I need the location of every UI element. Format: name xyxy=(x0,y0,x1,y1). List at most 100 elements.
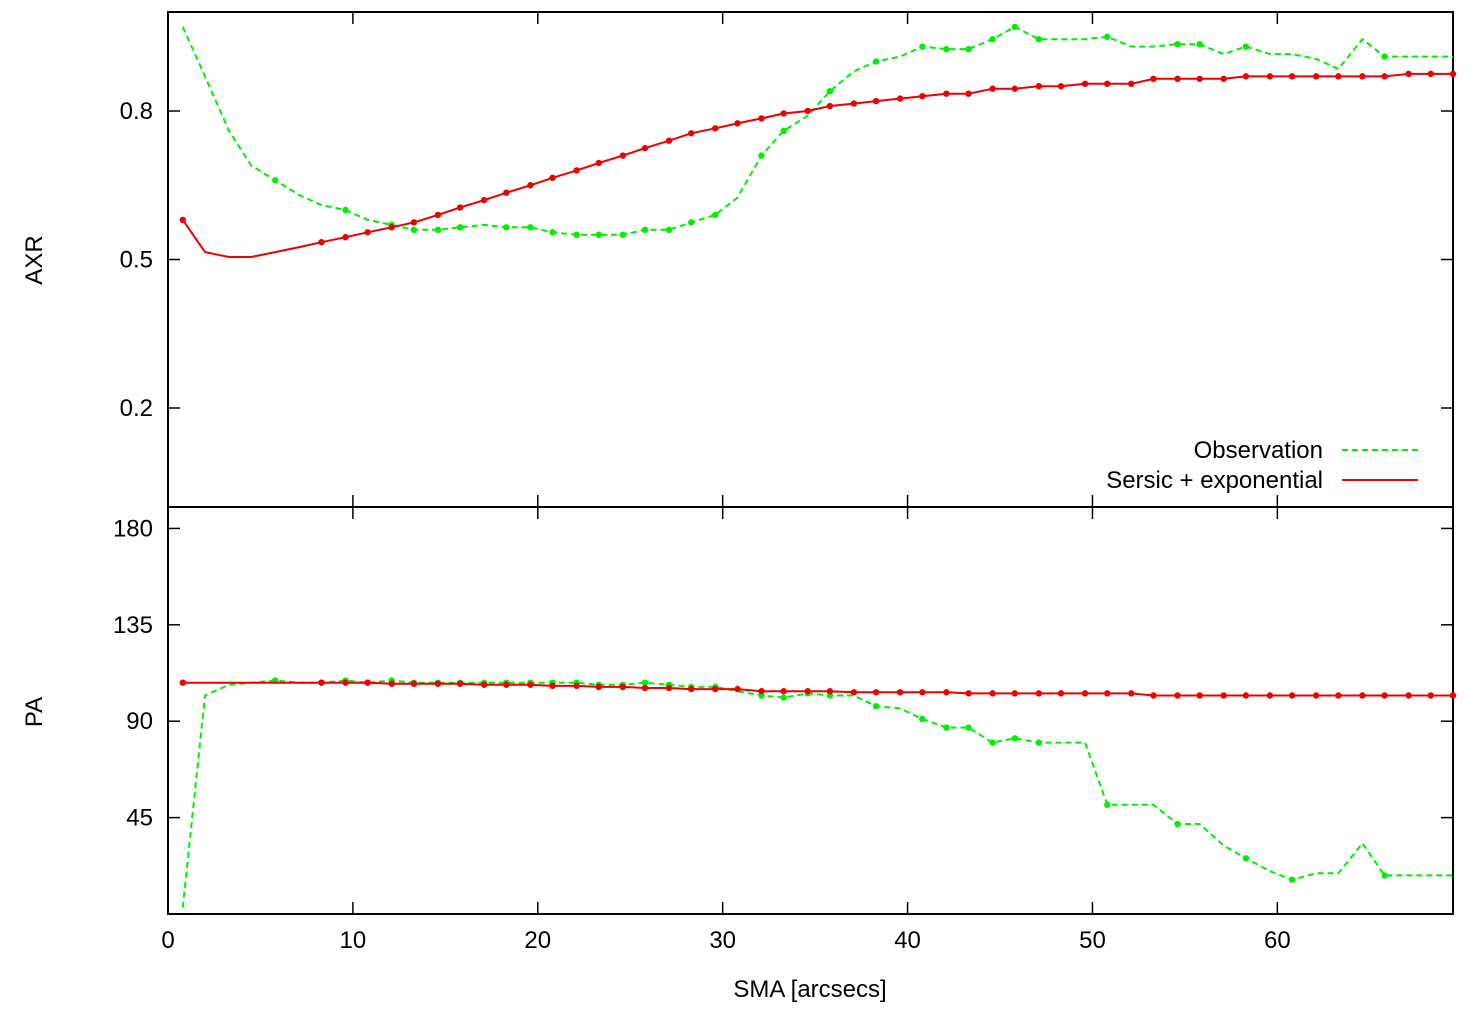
axr-point-observation xyxy=(527,224,534,231)
pa-point-sersic-exponential xyxy=(573,682,580,690)
pa-panel: 45 90 135 180 0 10 20 30 40 50 60 xyxy=(113,506,1457,954)
pa-point-observation xyxy=(1288,876,1296,883)
axr-point-sersic-exponential xyxy=(826,102,834,110)
axr-point-observation xyxy=(872,58,880,65)
pa-point-observation xyxy=(1104,801,1111,808)
pa-point-sersic-exponential xyxy=(1288,692,1296,699)
axr-point-observation xyxy=(780,127,787,134)
axr-point-sersic-exponential xyxy=(965,90,972,97)
axr-point-observation xyxy=(943,45,950,53)
pa-point-sersic-exponential xyxy=(480,681,488,688)
pa-point-sersic-exponential xyxy=(456,680,464,687)
axr-point-observation xyxy=(410,226,418,233)
pa-point-sersic-exponential xyxy=(434,680,442,687)
axr-point-sersic-exponential xyxy=(919,92,926,100)
axr-point-sersic-exponential xyxy=(943,90,950,97)
axr-point-sersic-exponential xyxy=(456,204,464,211)
pa-point-observation xyxy=(943,724,950,731)
axr-point-sersic-exponential xyxy=(1381,73,1388,80)
axr-point-sersic-exponential xyxy=(527,182,534,189)
pa-point-sersic-exponential xyxy=(919,689,926,696)
axr-point-sersic-exponential xyxy=(758,115,765,122)
pa-xtick-label: 60 xyxy=(1264,927,1291,954)
axr-point-observation xyxy=(342,206,349,214)
pa-point-sersic-exponential xyxy=(734,685,741,693)
axr-point-sersic-exponential xyxy=(480,196,488,204)
axr-point-observation xyxy=(456,224,464,231)
axr-point-sersic-exponential xyxy=(503,189,510,196)
axr-point-observation xyxy=(688,219,695,226)
axr-point-observation xyxy=(595,231,602,238)
pa-point-sersic-exponential xyxy=(1196,692,1203,699)
axr-point-sersic-exponential xyxy=(1220,75,1227,83)
pa-ytick-label: 90 xyxy=(126,708,153,735)
pa-point-sersic-exponential xyxy=(1150,692,1157,699)
pa-point-sersic-exponential xyxy=(179,679,186,686)
axr-series-observation xyxy=(181,25,1453,236)
pa-point-observation xyxy=(1174,820,1181,828)
pa-point-sersic-exponential xyxy=(989,690,996,697)
axr-ytick-label: 0.8 xyxy=(120,98,153,125)
axr-point-sersic-exponential xyxy=(1011,85,1019,92)
pa-point-sersic-exponential xyxy=(850,689,858,696)
pa-point-sersic-exponential xyxy=(503,681,510,688)
axr-point-sersic-exponential xyxy=(1174,75,1181,83)
pa-point-sersic-exponential xyxy=(595,683,602,691)
pa-point-sersic-exponential xyxy=(1242,692,1250,699)
axr-point-observation xyxy=(1196,40,1203,48)
axr-point-sersic-exponential xyxy=(688,130,695,137)
pa-point-sersic-exponential xyxy=(527,681,534,688)
axr-point-observation xyxy=(573,231,580,238)
pa-xtick-label: 30 xyxy=(709,927,736,954)
pa-xtick-label: 0 xyxy=(161,927,174,954)
axr-point-observation xyxy=(503,224,510,231)
pa-point-sersic-exponential xyxy=(1335,692,1342,699)
axr-ytick-label: 0.2 xyxy=(120,395,153,422)
axr-point-sersic-exponential xyxy=(872,97,880,105)
pa-point-observation xyxy=(1242,855,1250,862)
axr-point-sersic-exponential xyxy=(1242,73,1250,80)
axr-point-observation xyxy=(712,211,719,219)
pa-point-sersic-exponential xyxy=(1081,690,1089,697)
pa-point-sersic-exponential xyxy=(1266,692,1274,699)
pa-point-sersic-exponential xyxy=(342,679,349,686)
axr-point-observation xyxy=(1011,23,1019,31)
axr-point-sersic-exponential xyxy=(1405,70,1412,78)
axr-point-observation xyxy=(1104,33,1111,40)
pa-point-sersic-exponential xyxy=(1427,692,1435,699)
pa-point-sersic-exponential xyxy=(826,688,834,695)
axr-point-sersic-exponential xyxy=(1128,80,1135,87)
pa-point-sersic-exponential xyxy=(1220,692,1227,699)
axr-point-sersic-exponential xyxy=(549,174,556,182)
axr-point-sersic-exponential xyxy=(1266,73,1274,80)
pa-point-observation xyxy=(1381,872,1388,879)
pa-point-sersic-exponential xyxy=(1449,692,1457,699)
pa-ytick-label: 135 xyxy=(113,612,153,639)
pa-point-sersic-exponential xyxy=(388,680,395,687)
axr-point-sersic-exponential xyxy=(388,224,395,231)
axr-point-sersic-exponential xyxy=(1427,70,1435,78)
pa-point-observation xyxy=(965,724,972,731)
legend-label-observation: Observation xyxy=(1194,437,1323,464)
pa-point-sersic-exponential xyxy=(1405,692,1412,699)
axr-point-sersic-exponential xyxy=(434,211,442,219)
pa-point-sersic-exponential xyxy=(318,679,325,686)
axr-panel: 0.2 0.5 0.8 xyxy=(120,11,1457,508)
pa-xtick-label: 40 xyxy=(894,927,921,954)
axr-point-observation xyxy=(826,88,834,95)
axr-point-sersic-exponential xyxy=(850,100,858,107)
pa-point-sersic-exponential xyxy=(1312,692,1320,699)
axr-point-sersic-exponential xyxy=(1288,73,1296,80)
pa-point-sersic-exponential xyxy=(965,690,972,697)
pa-point-sersic-exponential xyxy=(364,679,371,686)
pa-point-sersic-exponential xyxy=(896,689,904,696)
axr-point-observation xyxy=(549,229,556,236)
pa-point-sersic-exponential xyxy=(1174,692,1181,699)
pa-point-observation xyxy=(641,679,649,686)
axr-point-sersic-exponential xyxy=(734,120,741,127)
pa-point-sersic-exponential xyxy=(804,688,811,695)
pa-axis-title: PA xyxy=(21,697,48,727)
pa-point-sersic-exponential xyxy=(1104,690,1111,697)
axr-point-sersic-exponential xyxy=(573,167,580,174)
